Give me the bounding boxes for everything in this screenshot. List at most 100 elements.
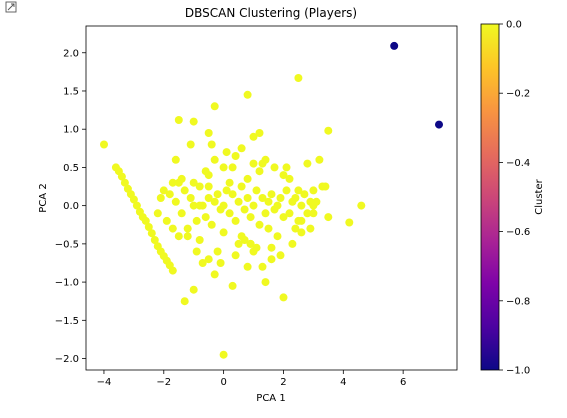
data-point [174, 116, 183, 124]
data-point [180, 297, 189, 306]
colorbar-tick-label: −1.0 [506, 366, 530, 377]
data-point [312, 197, 321, 206]
data-point [141, 216, 150, 225]
data-point [273, 232, 282, 241]
data-point [300, 190, 309, 199]
data-point [168, 224, 177, 233]
data-point [201, 167, 210, 176]
data-point [222, 148, 231, 157]
data-point [210, 270, 219, 279]
data-point [228, 281, 237, 290]
data-point [282, 163, 291, 172]
data-point [213, 190, 222, 199]
data-point [261, 278, 270, 287]
data-point [153, 209, 162, 218]
data-point [276, 194, 285, 202]
y-tick-label: 2.0 [63, 48, 79, 59]
data-point [267, 243, 276, 252]
data-point [189, 285, 198, 294]
data-point [210, 155, 219, 164]
data-point [435, 120, 443, 129]
x-tick-label: −2 [156, 377, 171, 388]
plot-frame [85, 25, 458, 371]
data-point [357, 201, 366, 210]
data-point [204, 194, 213, 202]
data-point [189, 178, 198, 187]
data-point [297, 201, 306, 210]
data-point [132, 201, 141, 210]
expand-icon[interactable] [5, 1, 17, 13]
data-point [279, 171, 288, 180]
data-point [183, 224, 192, 233]
data-point [189, 201, 198, 210]
data-point [255, 220, 264, 229]
data-point [174, 232, 183, 241]
data-point [186, 140, 195, 149]
data-point [150, 236, 159, 244]
data-point [100, 140, 108, 149]
data-point [231, 251, 240, 260]
data-point [159, 186, 168, 195]
data-point [324, 213, 333, 222]
data-point [204, 129, 213, 137]
data-point [207, 220, 216, 229]
data-point [390, 41, 399, 50]
data-point [243, 262, 252, 271]
x-tick-label: −4 [97, 377, 112, 388]
colorbar-tick-label: −0.6 [506, 227, 530, 238]
x-tick-label: 6 [400, 377, 406, 388]
chart-title: DBSCAN Clustering (Players) [185, 6, 357, 20]
data-point [303, 209, 312, 218]
x-tick-label: 2 [280, 377, 286, 388]
x-axis-label: PCA 1 [256, 393, 285, 404]
data-point [195, 201, 204, 210]
data-point [177, 174, 186, 183]
data-point [117, 172, 126, 181]
colorbar-label: Cluster [534, 178, 545, 214]
data-point [345, 218, 354, 227]
data-point [306, 224, 315, 233]
data-point [255, 167, 264, 176]
y-tick-label: −1.0 [55, 278, 79, 289]
data-point [195, 236, 204, 244]
data-point [324, 126, 333, 135]
data-point [204, 255, 213, 264]
data-point [225, 209, 234, 218]
data-point [276, 251, 285, 260]
y-axis-ticks: −2.0 −1.5 −1.0 −0.5 0.0 0.5 1.0 1.5 2.0 [55, 48, 86, 365]
data-point [249, 247, 258, 256]
data-point [147, 229, 156, 238]
data-point [270, 163, 279, 172]
x-axis-ticks: −4 −2 0 2 4 6 [97, 370, 406, 388]
data-point [129, 195, 138, 204]
data-point [225, 178, 234, 187]
data-point [321, 182, 330, 191]
y-tick-label: 1.0 [63, 125, 79, 136]
data-point [294, 74, 303, 82]
data-point [294, 186, 303, 195]
data-point [234, 239, 243, 248]
data-point [228, 190, 237, 199]
x-tick-label: 4 [340, 377, 346, 388]
data-point [285, 174, 294, 183]
data-point [237, 144, 246, 153]
data-point [255, 129, 264, 137]
data-point [219, 163, 228, 172]
data-point [258, 194, 267, 202]
y-tick-label: 0.0 [63, 201, 79, 212]
data-point [183, 232, 192, 241]
data-point [192, 247, 201, 256]
colorbar-ticks: 0.0 −0.2 −0.4 −0.6 −0.8 −1.0 [499, 20, 530, 377]
data-point [309, 186, 318, 195]
x-tick-label: 0 [220, 377, 226, 388]
scatter-points [100, 41, 443, 359]
data-point [288, 239, 297, 248]
data-point [192, 216, 201, 225]
y-tick-label: −2.0 [55, 354, 79, 365]
data-point [201, 213, 210, 222]
data-point [240, 236, 249, 244]
data-point [246, 213, 255, 222]
data-point [219, 228, 228, 237]
data-point [219, 201, 228, 210]
